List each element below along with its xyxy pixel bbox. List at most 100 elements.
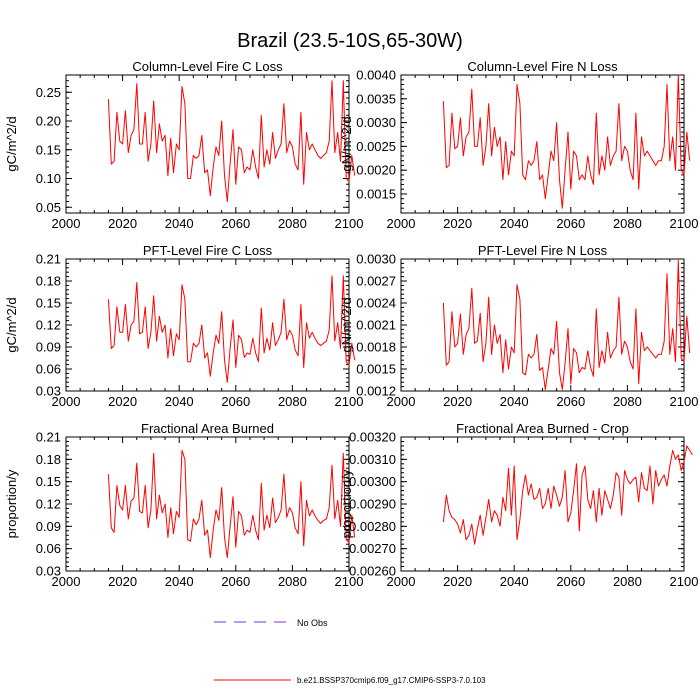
y-tick-label: 0.03 xyxy=(36,384,61,399)
y-tick-label: 0.09 xyxy=(36,340,61,355)
y-tick-label: 0.18 xyxy=(36,274,61,289)
y-tick-label: 0.00300 xyxy=(349,474,396,489)
series-line xyxy=(442,445,693,545)
x-tick-label: 2080 xyxy=(278,574,307,589)
y-tick-label: 0.05 xyxy=(36,200,61,215)
y-tick-label: 0.03 xyxy=(36,564,61,579)
y-tick-label: 0.00280 xyxy=(349,519,396,534)
y-tick-label: 0.10 xyxy=(36,171,61,186)
panel-1: Column-Level Fire C Loss gC/m^2/d 2000 2020… xyxy=(4,59,363,231)
x-tick-label: 2020 xyxy=(443,216,472,231)
y-tick-label: 0.12 xyxy=(36,318,61,333)
panel-title: PFT-Level Fire C Loss xyxy=(143,243,273,258)
panel-title: Fractional Area Burned xyxy=(141,421,274,436)
x-tick-label: 2040 xyxy=(165,574,194,589)
series-line xyxy=(107,80,356,202)
y-tick-label: 0.0021 xyxy=(356,318,396,333)
y-tick-label: 0.21 xyxy=(36,252,61,267)
y-tick-label: 0.00260 xyxy=(349,564,396,579)
panel-6: Fractional Area Burned - Crop proportion/… xyxy=(339,421,698,589)
x-tick-label: 2080 xyxy=(278,216,307,231)
y-tick-label: 0.0035 xyxy=(356,91,396,106)
y-tick-label: 0.09 xyxy=(36,519,61,534)
y-axis-label: proportion/y xyxy=(4,469,19,538)
y-tick-label: 0.15 xyxy=(36,296,61,311)
x-tick-label: 2040 xyxy=(500,216,529,231)
y-tick-label: 0.0012 xyxy=(356,384,396,399)
panel-5: Fractional Area Burned proportion/y 2000 20… xyxy=(4,421,363,589)
x-tick-label: 2060 xyxy=(221,574,250,589)
series-line xyxy=(107,275,356,383)
panel-3: PFT-Level Fire C Loss gC/m^2/d 2000 2020 204… xyxy=(4,243,363,409)
x-tick-label: 2000 xyxy=(387,394,416,409)
x-tick-label: 2020 xyxy=(108,216,137,231)
y-tick-label: 0.0024 xyxy=(356,296,396,311)
x-tick-label: 2040 xyxy=(500,574,529,589)
y-tick-label: 0.18 xyxy=(36,452,61,467)
y-tick-label: 0.0018 xyxy=(356,340,396,355)
x-tick-label: 2100 xyxy=(670,574,699,589)
x-tick-label: 2100 xyxy=(335,394,364,409)
y-tick-label: 0.12 xyxy=(36,497,61,512)
y-tick-label: 0.0030 xyxy=(356,115,396,130)
y-tick-label: 0.0025 xyxy=(356,139,396,154)
x-tick-label: 2000 xyxy=(52,394,81,409)
x-tick-label: 2040 xyxy=(165,394,194,409)
x-tick-label: 2020 xyxy=(443,394,472,409)
x-tick-label: 2000 xyxy=(387,574,416,589)
x-tick-label: 2100 xyxy=(335,574,364,589)
plot-frame xyxy=(400,436,685,572)
x-tick-label: 2060 xyxy=(556,574,585,589)
x-tick-label: 2040 xyxy=(165,216,194,231)
x-tick-label: 2000 xyxy=(387,216,416,231)
y-tick-label: 0.0015 xyxy=(356,186,396,201)
legend-model-label: b.e21.BSSP370cmip6.f09_g17.CMIP6-SSP3-7.… xyxy=(297,676,486,685)
y-axis-label: gN/m^2/d xyxy=(339,297,354,352)
y-axis-label: gC/m^2/d xyxy=(4,297,19,352)
panel-2: Column-Level Fire N Loss gN/m^2/d 2000 2020… xyxy=(339,59,698,231)
series-line xyxy=(442,74,691,209)
y-tick-label: 0.00320 xyxy=(349,430,396,445)
y-tick-label: 0.06 xyxy=(36,362,61,377)
x-tick-label: 2000 xyxy=(52,216,81,231)
x-tick-label: 2000 xyxy=(52,574,81,589)
y-tick-label: 0.0030 xyxy=(356,252,396,267)
x-tick-label: 2060 xyxy=(221,216,250,231)
plot-frame xyxy=(65,74,350,214)
y-tick-label: 0.0015 xyxy=(356,362,396,377)
series-line xyxy=(107,449,356,559)
y-tick-label: 0.15 xyxy=(36,142,61,157)
y-tick-label: 0.00310 xyxy=(349,452,396,467)
series-line xyxy=(442,260,691,390)
y-tick-label: 0.00270 xyxy=(349,541,396,556)
x-tick-label: 2020 xyxy=(108,394,137,409)
legend: No Obs b.e21.BSSP370cmip6.f09_g17.CMIP6-… xyxy=(214,618,486,685)
panel-title: Column-Level Fire N Loss xyxy=(467,59,618,74)
panel-title: Column-Level Fire C Loss xyxy=(132,59,283,74)
y-tick-label: 0.25 xyxy=(36,85,61,100)
y-tick-label: 0.06 xyxy=(36,541,61,556)
panel-title: Fractional Area Burned - Crop xyxy=(456,421,629,436)
legend-obs-label: No Obs xyxy=(297,618,328,628)
x-tick-label: 2100 xyxy=(670,394,699,409)
y-axis-label: proportion/y xyxy=(339,469,354,538)
x-tick-label: 2080 xyxy=(613,394,642,409)
x-tick-label: 2080 xyxy=(613,574,642,589)
y-tick-label: 0.0020 xyxy=(356,163,396,178)
x-tick-label: 2080 xyxy=(278,394,307,409)
x-tick-label: 2060 xyxy=(556,216,585,231)
panel-4: PFT-Level Fire N Loss gN/m^2/d 2000 2020 204… xyxy=(339,243,698,409)
page-title: Brazil (23.5-10S,65-30W) xyxy=(237,30,463,52)
x-tick-label: 2100 xyxy=(670,216,699,231)
x-tick-label: 2060 xyxy=(221,394,250,409)
x-tick-label: 2100 xyxy=(335,216,364,231)
x-tick-label: 2080 xyxy=(613,216,642,231)
x-tick-label: 2020 xyxy=(108,574,137,589)
y-tick-label: 0.00290 xyxy=(349,497,396,512)
y-tick-label: 0.20 xyxy=(36,114,61,129)
panels-group: Column-Level Fire C Loss gC/m^2/d 2000 2020… xyxy=(4,59,698,589)
y-tick-label: 0.0040 xyxy=(356,68,396,83)
y-tick-label: 0.15 xyxy=(36,474,61,489)
y-tick-label: 0.21 xyxy=(36,430,61,445)
